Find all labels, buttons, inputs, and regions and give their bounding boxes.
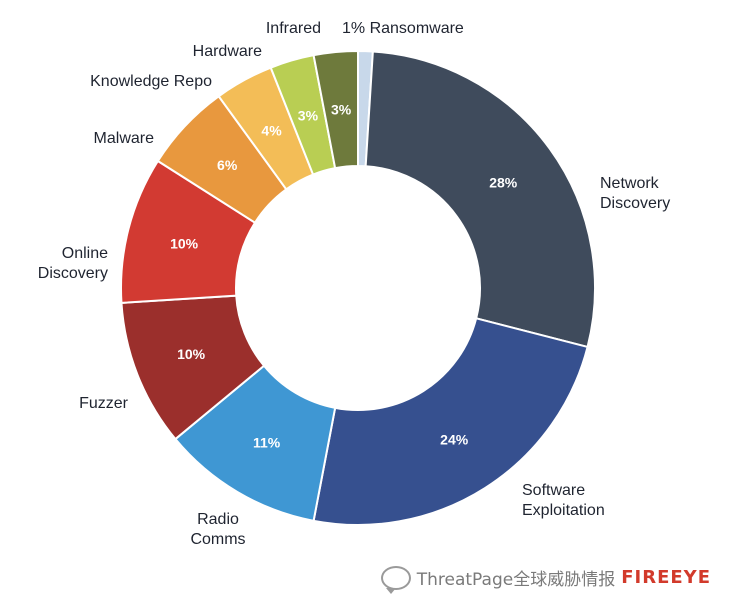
- outer-label-radio-comms: Radio Comms: [190, 511, 245, 548]
- slice-network-discovery: [364, 50, 596, 349]
- outer-label-infrared: Infrared: [266, 20, 321, 37]
- outer-label-fuzzer: Fuzzer: [79, 395, 129, 412]
- chat-bubble-icon: [380, 565, 411, 594]
- pct-label-fuzzer: 10%: [177, 346, 206, 362]
- outer-label-knowledge-repo: Knowledge Repo: [90, 73, 212, 90]
- slice-software-exploitation: [312, 317, 589, 526]
- donut-hole: [237, 167, 479, 409]
- slice-infrared: [312, 49, 359, 170]
- pct-label-malware: 6%: [217, 157, 238, 173]
- pct-label-radio-comms: 11%: [253, 435, 281, 451]
- pct-label-knowledge-repo: 4%: [261, 123, 282, 139]
- pct-label-online-discovery: 10%: [170, 235, 199, 251]
- pct-label-software-exploitation: 24%: [440, 432, 469, 448]
- watermark-text: ThreatPage全球威胁情报: [416, 570, 616, 590]
- outer-label-ransomware: 1% Ransomware: [342, 20, 464, 37]
- brand-logo: FIREEYE: [621, 567, 711, 588]
- outer-label-network-discovery: Network Discovery: [600, 175, 670, 212]
- pct-label-infrared: 3%: [331, 101, 352, 117]
- outer-label-malware: Malware: [94, 130, 155, 147]
- outer-label-online-discovery: Online Discovery: [38, 245, 108, 282]
- watermark: ThreatPage全球威胁情报 FIREEYE: [380, 565, 711, 594]
- pct-label-network-discovery: 28%: [489, 174, 518, 190]
- outer-label-hardware: Hardware: [193, 43, 262, 60]
- pct-label-hardware: 3%: [298, 108, 319, 124]
- outer-label-software-exploitation: Software Exploitation: [522, 482, 605, 519]
